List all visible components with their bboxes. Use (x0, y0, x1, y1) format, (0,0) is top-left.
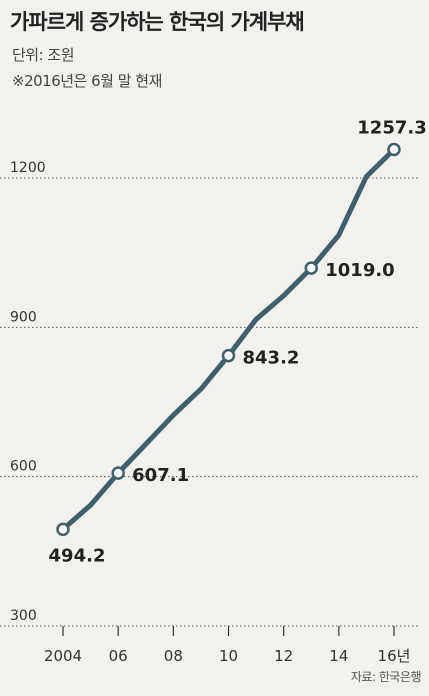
y-tick-label: 900 (10, 309, 37, 325)
x-tick-label: 16년 (378, 647, 411, 665)
data-label: 843.2 (243, 348, 300, 369)
date-note: ※2016년은 6월 말 현재 (12, 72, 162, 90)
x-tick-label: 10 (219, 647, 238, 665)
x-tick-label: 2004 (44, 647, 82, 665)
y-tick-label: 600 (10, 459, 37, 475)
data-label: 1257.3 (357, 117, 426, 138)
data-point-marker (387, 142, 401, 157)
unit-label: 단위: 조원 (12, 46, 75, 64)
data-label: 607.1 (132, 465, 189, 486)
x-tick-label: 12 (274, 647, 293, 665)
data-point-marker (56, 522, 70, 537)
data-point-marker (304, 261, 318, 275)
y-tick-label: 300 (10, 608, 37, 624)
x-tick-label: 14 (329, 647, 348, 665)
x-tick-label: 08 (164, 647, 183, 665)
x-tick-label: 06 (109, 647, 128, 665)
chart-title: 가파르게 증가하는 한국의 가계부채 (10, 10, 305, 34)
source-label: 자료: 한국은행 (350, 670, 422, 684)
data-point-marker (111, 466, 125, 480)
data-label: 1019.0 (325, 260, 394, 281)
data-label: 494.2 (49, 545, 106, 566)
y-tick-label: 1200 (10, 160, 46, 176)
data-point-marker (221, 348, 236, 363)
